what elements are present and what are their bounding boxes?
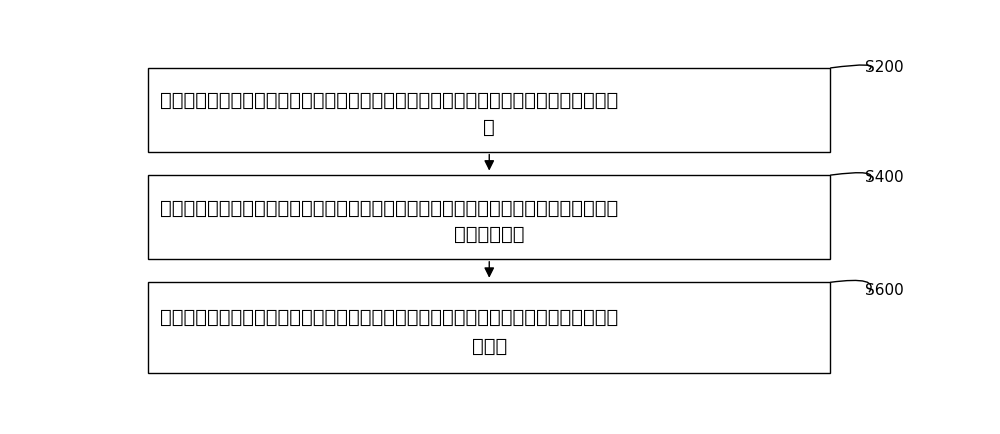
Text: 依据任一充电机在当前采样周期内的输出电压、输出电流和储能组件实时电压，计算充电: 依据任一充电机在当前采样周期内的输出电压、输出电流和储能组件实时电压，计算充电 (160, 198, 618, 217)
Text: 电电压: 电电压 (472, 336, 507, 355)
Bar (148, 176, 830, 259)
Text: 获取若干个充电机在当前采样周期内的输出电压、输出电流和电容船舶储能组件的实时电: 获取若干个充电机在当前采样周期内的输出电压、输出电流和电容船舶储能组件的实时电 (160, 91, 618, 110)
Text: 机的控制系数: 机的控制系数 (454, 225, 524, 243)
Text: 压: 压 (483, 118, 495, 137)
Text: S400: S400 (865, 170, 904, 185)
Text: 依据控制系数，得到充电机的输出电压指令值，并控制充电机按照输出电压指令值输出充: 依据控制系数，得到充电机的输出电压指令值，并控制充电机按照输出电压指令值输出充 (160, 307, 618, 326)
Bar (148, 69, 830, 152)
Bar (148, 283, 830, 373)
Text: S200: S200 (865, 59, 904, 75)
Text: S600: S600 (865, 282, 904, 297)
